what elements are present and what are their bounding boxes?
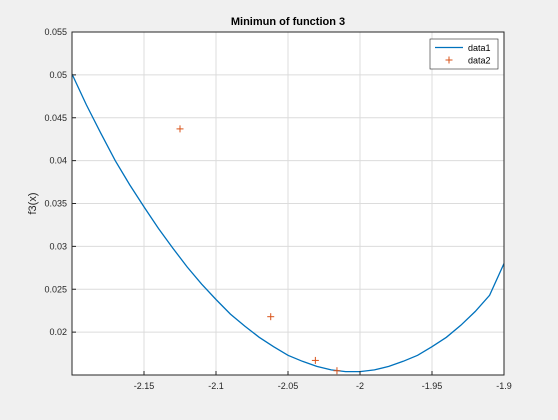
legend-marker-swatch bbox=[445, 56, 453, 64]
data-point-data2 bbox=[333, 367, 341, 375]
legend-label-data1: data1 bbox=[468, 43, 491, 53]
x-tick-label: -1.95 bbox=[422, 381, 443, 391]
y-tick-label: 0.03 bbox=[49, 241, 67, 251]
y-axis-label: f3(x) bbox=[27, 193, 39, 215]
y-tick-label: 0.035 bbox=[44, 199, 67, 209]
ticks: -2.15 -2.1 -2.05 -2 -1.95 -1.9 0.02 0.025 0.03 0.… bbox=[44, 27, 511, 391]
data-point-data2 bbox=[267, 313, 275, 321]
legend: data1 data2 bbox=[429, 38, 499, 70]
legend-box bbox=[429, 38, 499, 70]
y-tick-label: 0.04 bbox=[49, 156, 67, 166]
legend-label-data2: data2 bbox=[468, 56, 491, 66]
y-tick-label: 0.045 bbox=[44, 113, 67, 123]
data-point-data2 bbox=[311, 356, 319, 364]
data-point-data2 bbox=[176, 125, 184, 133]
x-tick-label: -2 bbox=[356, 381, 364, 391]
x-tick-label: -2.15 bbox=[134, 381, 155, 391]
chart-title: Minimun of function 3 bbox=[231, 16, 345, 28]
series-line-data1 bbox=[71, 73, 505, 373]
y-tick-label: 0.055 bbox=[44, 27, 67, 37]
x-tick-label: -1.9 bbox=[496, 381, 512, 391]
y-tick-label: 0.05 bbox=[49, 70, 67, 80]
x-tick-label: -2.1 bbox=[208, 381, 224, 391]
series-layer bbox=[71, 73, 505, 375]
y-tick-label: 0.02 bbox=[49, 327, 67, 337]
y-tick-label: 0.025 bbox=[44, 284, 67, 294]
x-tick-label: -2.05 bbox=[278, 381, 299, 391]
